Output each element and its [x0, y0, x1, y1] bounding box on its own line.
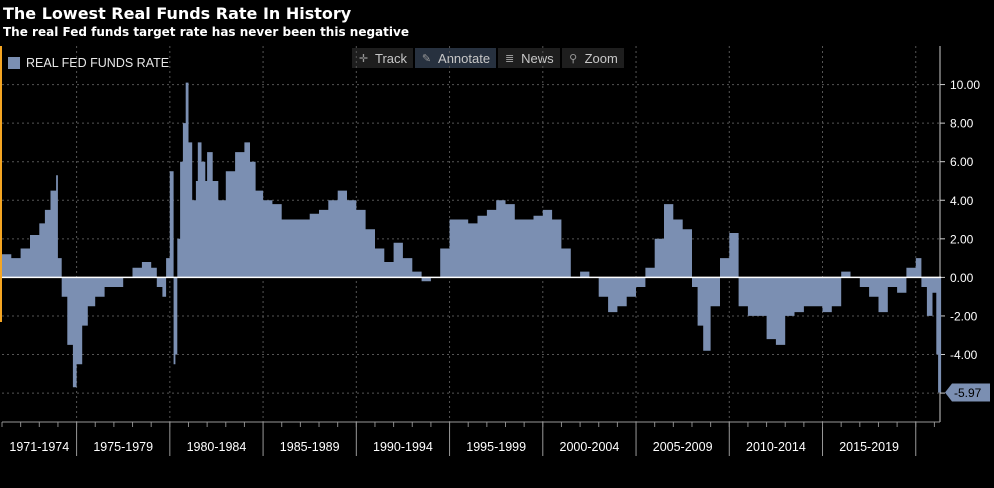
x-tick-label: 1971-1974: [9, 440, 69, 454]
x-tick-label: 1990-1994: [373, 440, 433, 454]
annotate-button[interactable]: ✎ Annotate: [415, 48, 497, 68]
x-tick-label: 1975-1979: [93, 440, 153, 454]
y-tick-label: 10.00: [950, 78, 980, 92]
y-tick-label: 0.00: [950, 271, 974, 285]
pencil-icon: ✎: [421, 52, 432, 65]
chart-legend[interactable]: REAL FED FUNDS RATE: [8, 56, 169, 70]
y-tick-label: 6.00: [950, 155, 974, 169]
magnifier-icon: ⚲: [569, 52, 578, 65]
news-icon: ≣: [504, 52, 515, 65]
y-tick-label: 2.00: [950, 232, 974, 246]
series-area-real-fed-funds-rate: [2, 82, 942, 393]
last-value-label: -5.97: [954, 386, 982, 400]
y-tick-label: -2.00: [950, 309, 978, 323]
x-tick-label: 2010-2014: [746, 440, 806, 454]
crosshair-icon: ✛: [358, 52, 369, 65]
x-tick-label: 2005-2009: [653, 440, 713, 454]
chart-title: The Lowest Real Funds Rate In History: [3, 4, 352, 23]
x-tick-label: 2000-2004: [560, 440, 620, 454]
x-tick-label: 1995-1999: [466, 440, 526, 454]
selection-marker: [0, 46, 2, 322]
track-button[interactable]: ✛ Track: [352, 48, 414, 68]
track-button-label: Track: [375, 50, 408, 66]
legend-swatch: [8, 57, 20, 69]
news-button-label: News: [521, 50, 554, 66]
zoom-button-label: Zoom: [584, 50, 618, 66]
x-tick-label: 1985-1989: [280, 440, 340, 454]
news-button[interactable]: ≣ News: [498, 48, 560, 68]
y-tick-label: 8.00: [950, 117, 974, 131]
x-tick-label: 2015-2019: [839, 440, 899, 454]
chart-toolbar: ✛ Track ✎ Annotate ≣ News ⚲ Zoom: [352, 48, 624, 68]
y-tick-label: -4.00: [950, 348, 978, 362]
last-value-box: [945, 383, 990, 402]
zoom-button[interactable]: ⚲ Zoom: [561, 48, 624, 68]
annotate-button-label: Annotate: [438, 50, 491, 66]
legend-label: REAL FED FUNDS RATE: [26, 56, 170, 70]
chart-subtitle: The real Fed funds target rate has never…: [3, 25, 409, 39]
last-value-flag: -5.97: [945, 383, 990, 402]
x-tick-label: 1980-1984: [187, 440, 247, 454]
y-tick-label: 4.00: [950, 194, 974, 208]
